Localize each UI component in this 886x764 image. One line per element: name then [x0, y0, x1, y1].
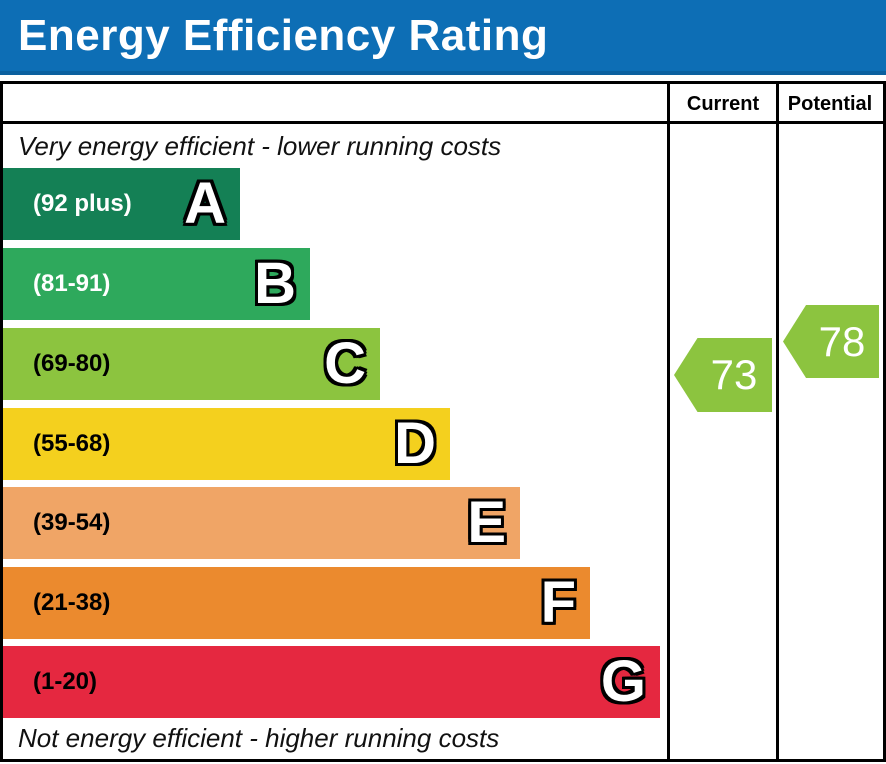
- title-bar: Energy Efficiency Rating: [0, 0, 886, 75]
- column-divider-potential: [776, 84, 779, 759]
- bottom-note: Not energy efficient - higher running co…: [18, 723, 500, 753]
- band-a-range: (92 plus): [33, 190, 132, 217]
- band-d: (55-68) D: [3, 408, 450, 480]
- column-divider-current: [667, 84, 670, 759]
- header-row-divider: [3, 121, 883, 124]
- potential-rating-value: 78: [818, 317, 866, 365]
- band-g-letter: G: [600, 649, 646, 714]
- band-f-range: (21-38): [33, 589, 111, 616]
- column-header-potential: Potential: [787, 93, 873, 115]
- band-a: (92 plus) A: [3, 168, 240, 240]
- band-c-range: (69-80): [33, 350, 111, 377]
- band-e-range: (39-54): [33, 509, 111, 536]
- band-c: (69-80) C: [3, 328, 380, 400]
- band-f: (21-38) F: [3, 567, 590, 639]
- current-rating-value: 73: [710, 351, 758, 398]
- current-rating-arrow: 73: [674, 338, 772, 412]
- top-note: Very energy efficient - lower running co…: [18, 131, 502, 161]
- band-e: (39-54) E: [3, 487, 520, 559]
- band-b: (81-91) B: [3, 248, 310, 320]
- potential-rating-arrow: 78: [783, 305, 879, 378]
- band-e-letter: E: [467, 490, 506, 555]
- band-g: (1-20) G: [3, 646, 660, 718]
- band-c-letter: C: [324, 331, 366, 396]
- band-a-letter: A: [184, 171, 226, 236]
- column-header-current: Current: [686, 93, 760, 115]
- band-b-letter: B: [254, 251, 296, 316]
- band-f-letter: F: [540, 570, 576, 635]
- band-b-range: (81-91): [33, 270, 111, 297]
- band-d-range: (55-68): [33, 430, 111, 457]
- page-title: Energy Efficiency Rating: [18, 11, 549, 60]
- band-g-range: (1-20): [33, 668, 98, 695]
- band-d-letter: D: [394, 411, 436, 476]
